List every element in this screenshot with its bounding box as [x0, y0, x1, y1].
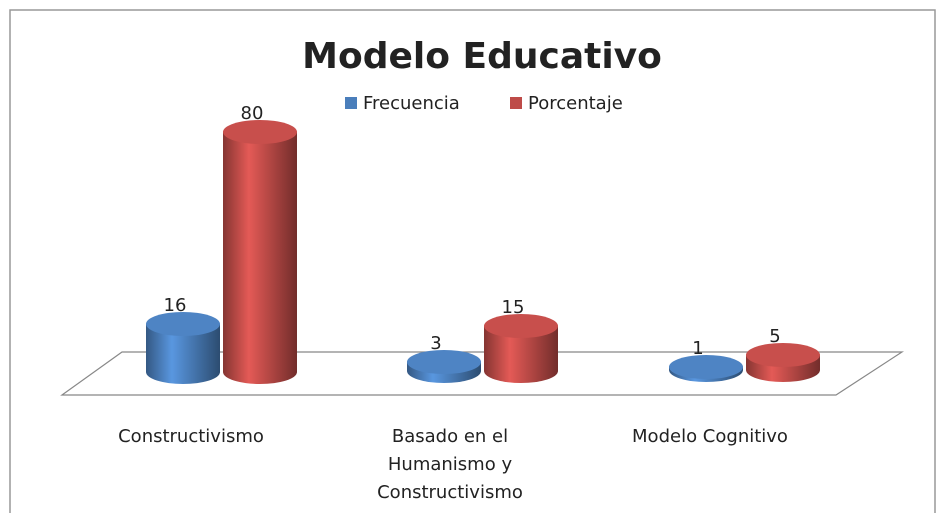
- legend-label: Frecuencia: [363, 93, 460, 114]
- cylinder: [146, 324, 220, 384]
- data-label: 15: [502, 297, 525, 318]
- cylinder-top: [484, 314, 558, 338]
- data-label: 1: [692, 338, 703, 359]
- data-label: 3: [430, 333, 441, 354]
- legend-label: Porcentaje: [528, 93, 623, 114]
- cylinder: [484, 326, 558, 383]
- legend-swatch: [345, 97, 357, 109]
- cylinder-top: [146, 312, 220, 336]
- chart-title: Modelo Educativo: [302, 36, 662, 77]
- cylinder-top: [669, 355, 743, 379]
- cylinder-top: [223, 120, 297, 144]
- data-label: 16: [164, 295, 187, 316]
- legend-swatch: [510, 97, 522, 109]
- x-tick-label: Constructivismo: [118, 426, 264, 447]
- data-label: 5: [769, 326, 780, 347]
- cylinder-top: [407, 350, 481, 374]
- chart-border: [9, 9, 936, 513]
- data-label: 80: [241, 103, 264, 124]
- cylinder-top: [746, 343, 820, 367]
- cylinder: [223, 132, 297, 384]
- x-tick-label: Modelo Cognitivo: [632, 426, 788, 447]
- x-tick-label: Basado en el Humanismo y Constructivismo: [377, 426, 523, 503]
